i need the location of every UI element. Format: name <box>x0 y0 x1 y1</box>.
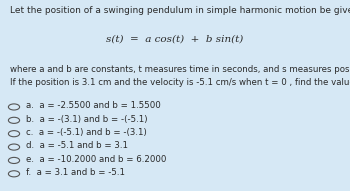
Text: s(t)  =  a cos(t)  +  b sin(t): s(t) = a cos(t) + b sin(t) <box>106 34 244 43</box>
Text: where a and b are constants, t measures time in seconds, and s measures position: where a and b are constants, t measures … <box>10 65 350 87</box>
Text: a.  a = -2.5500 and b = 1.5500: a. a = -2.5500 and b = 1.5500 <box>26 101 161 110</box>
Text: Let the position of a swinging pendulum in simple harmonic motion be given by: Let the position of a swinging pendulum … <box>10 6 350 15</box>
Text: b.  a = -(3.1) and b = -(-5.1): b. a = -(3.1) and b = -(-5.1) <box>26 115 148 124</box>
Text: c.  a = -(-5.1) and b = -(3.1): c. a = -(-5.1) and b = -(3.1) <box>26 128 147 137</box>
Text: e.  a = -10.2000 and b = 6.2000: e. a = -10.2000 and b = 6.2000 <box>26 155 167 164</box>
Text: d.  a = -5.1 and b = 3.1: d. a = -5.1 and b = 3.1 <box>26 141 128 150</box>
Text: f.  a = 3.1 and b = -5.1: f. a = 3.1 and b = -5.1 <box>26 168 125 177</box>
